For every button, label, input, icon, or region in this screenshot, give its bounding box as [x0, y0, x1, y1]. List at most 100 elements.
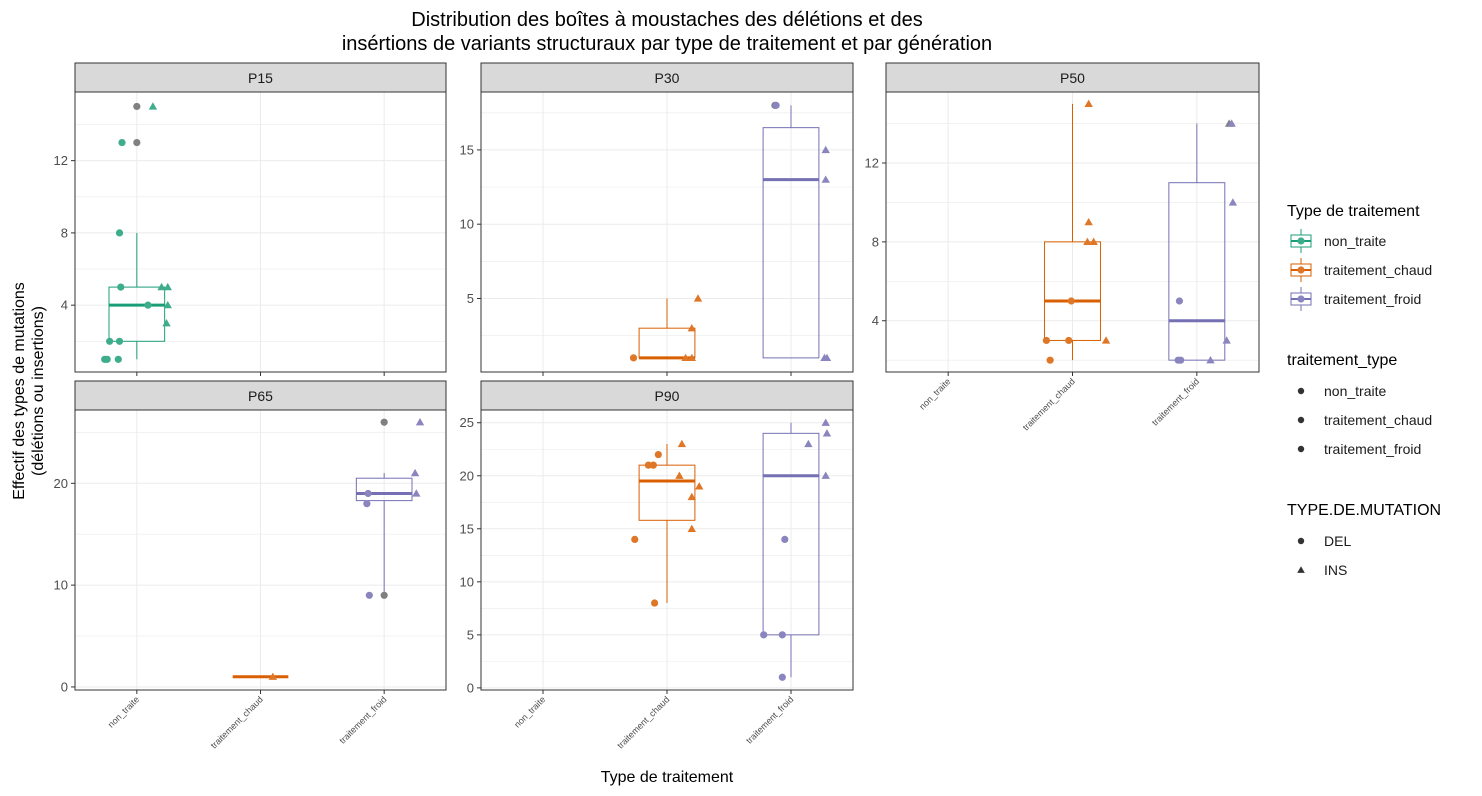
- box-iqr: [1044, 241, 1101, 341]
- legend-item-label: traitement_chaud: [1324, 412, 1432, 428]
- x-tick-label: non_traite: [917, 376, 952, 411]
- box-iqr: [762, 432, 820, 636]
- point-ins: [1222, 336, 1231, 344]
- y-axis-title: Effectif des types de mutations (délétio…: [11, 282, 47, 500]
- point-ins: [675, 471, 684, 479]
- box-traitement_froid: [762, 422, 820, 678]
- x-tick-label: traitement_froid: [337, 694, 388, 745]
- x-tick-label: traitement_chaud: [1021, 376, 1077, 432]
- facet-panel-p65: P65 0 10 20 non_traite traitement_chaud traite…: [54, 380, 447, 751]
- facet-panels: P15 4 8 12 P30 5 10 15 P50 4 8 12 non_traite traiteme…: [54, 62, 1260, 751]
- panel-plot-area: [481, 92, 853, 372]
- y-tick-label: 12: [865, 155, 879, 170]
- y-tick-label: 0: [467, 680, 474, 695]
- legend-key-point: [1297, 445, 1305, 453]
- legend-title-type: traitement_type: [1287, 352, 1397, 369]
- point-del: [654, 450, 662, 459]
- facet-strip-label: P15: [248, 70, 273, 86]
- y-tick-label: 10: [460, 217, 474, 232]
- legend-key-point: [1297, 237, 1305, 245]
- x-axis-title: Type de traitement: [601, 769, 734, 786]
- legend-item-label: DEL: [1324, 533, 1351, 549]
- x-tick-label: non_traite: [106, 694, 141, 729]
- chart-title-line2: insértions de variants structuraux par t…: [342, 33, 992, 55]
- point-del: [1042, 336, 1050, 345]
- chart-title: Distribution des boîtes à moustaches des…: [342, 9, 992, 55]
- y-tick-label: 5: [467, 291, 474, 306]
- point-del: [133, 138, 141, 147]
- y-tick-label: 0: [61, 679, 68, 694]
- legend-item-label: INS: [1324, 562, 1347, 578]
- point-del: [117, 283, 125, 291]
- panel-plot-area: [75, 92, 446, 372]
- point-del: [365, 591, 373, 599]
- point-ins: [681, 353, 690, 362]
- point-del: [380, 418, 388, 426]
- point-ins: [821, 145, 830, 154]
- point-ins: [163, 300, 172, 309]
- point-ins: [148, 102, 158, 110]
- legend-key-point: [1297, 266, 1305, 274]
- point-del: [133, 102, 141, 111]
- box-traitement_chaud: [1044, 103, 1101, 361]
- point-ins: [1089, 237, 1098, 246]
- point-ins: [822, 429, 832, 437]
- legend-key-point: [1297, 416, 1305, 424]
- point-del: [144, 301, 152, 309]
- point-ins: [268, 672, 278, 680]
- point-del: [651, 599, 659, 607]
- point-ins: [687, 353, 696, 362]
- point-del: [106, 337, 114, 345]
- legend-item-label: non_traite: [1324, 233, 1386, 249]
- facet-panel-p15: P15 4 8 12: [54, 62, 447, 376]
- point-del: [1177, 356, 1185, 364]
- point-ins: [821, 471, 830, 479]
- point-del: [364, 489, 372, 498]
- legend-item-label: non_traite: [1324, 383, 1386, 399]
- point-ins: [1206, 355, 1215, 364]
- box-iqr: [108, 286, 166, 342]
- legend-key-non_traite: [1290, 229, 1312, 253]
- x-tick-label: non_traite: [512, 694, 547, 729]
- point-del: [778, 673, 786, 681]
- point-ins: [687, 492, 696, 501]
- point-ins: [821, 418, 830, 426]
- point-ins: [1084, 99, 1093, 107]
- point-del: [363, 500, 371, 508]
- point-del: [1065, 336, 1073, 345]
- facet-strip: [480, 380, 854, 411]
- box-traitement_chaud: [638, 443, 696, 604]
- y-axis-title-line2: (délétions ou insertions): [30, 306, 47, 476]
- legend-key-point: [1297, 387, 1305, 395]
- legend-title-fill: Type de traitement: [1287, 203, 1420, 220]
- point-ins: [162, 319, 171, 327]
- y-tick-label: 25: [460, 415, 474, 430]
- y-tick-label: 8: [61, 225, 68, 240]
- y-tick-label: 10: [460, 574, 474, 589]
- facet-strip: [480, 62, 854, 93]
- y-tick-label: 10: [54, 578, 68, 593]
- point-ins: [804, 439, 813, 448]
- legend-title-shape: TYPE.DE.MUTATION: [1287, 502, 1441, 519]
- y-tick-label: 12: [54, 153, 68, 168]
- point-del: [380, 591, 388, 599]
- point-del: [760, 631, 768, 639]
- x-tick-label: traitement_froid: [1150, 376, 1201, 427]
- facet-strip-label: P65: [248, 388, 273, 404]
- point-del: [781, 535, 789, 543]
- point-del: [103, 355, 111, 363]
- x-tick-label: traitement_chaud: [209, 694, 265, 750]
- y-tick-label: 20: [460, 468, 474, 483]
- box-traitement_froid: [1168, 123, 1226, 361]
- legend-item-label: traitement_froid: [1324, 441, 1421, 457]
- point-del: [772, 101, 780, 109]
- legend: Type de traitement non_traite traitement_c…: [1287, 203, 1441, 578]
- y-tick-label: 8: [872, 234, 879, 249]
- y-tick-label: 15: [460, 142, 474, 157]
- point-ins: [821, 175, 830, 183]
- legend-key-traitement_chaud: [1290, 258, 1312, 282]
- point-ins: [1228, 198, 1238, 206]
- y-tick-label: 4: [61, 298, 68, 313]
- point-del: [1175, 297, 1184, 305]
- point-ins: [1227, 119, 1236, 127]
